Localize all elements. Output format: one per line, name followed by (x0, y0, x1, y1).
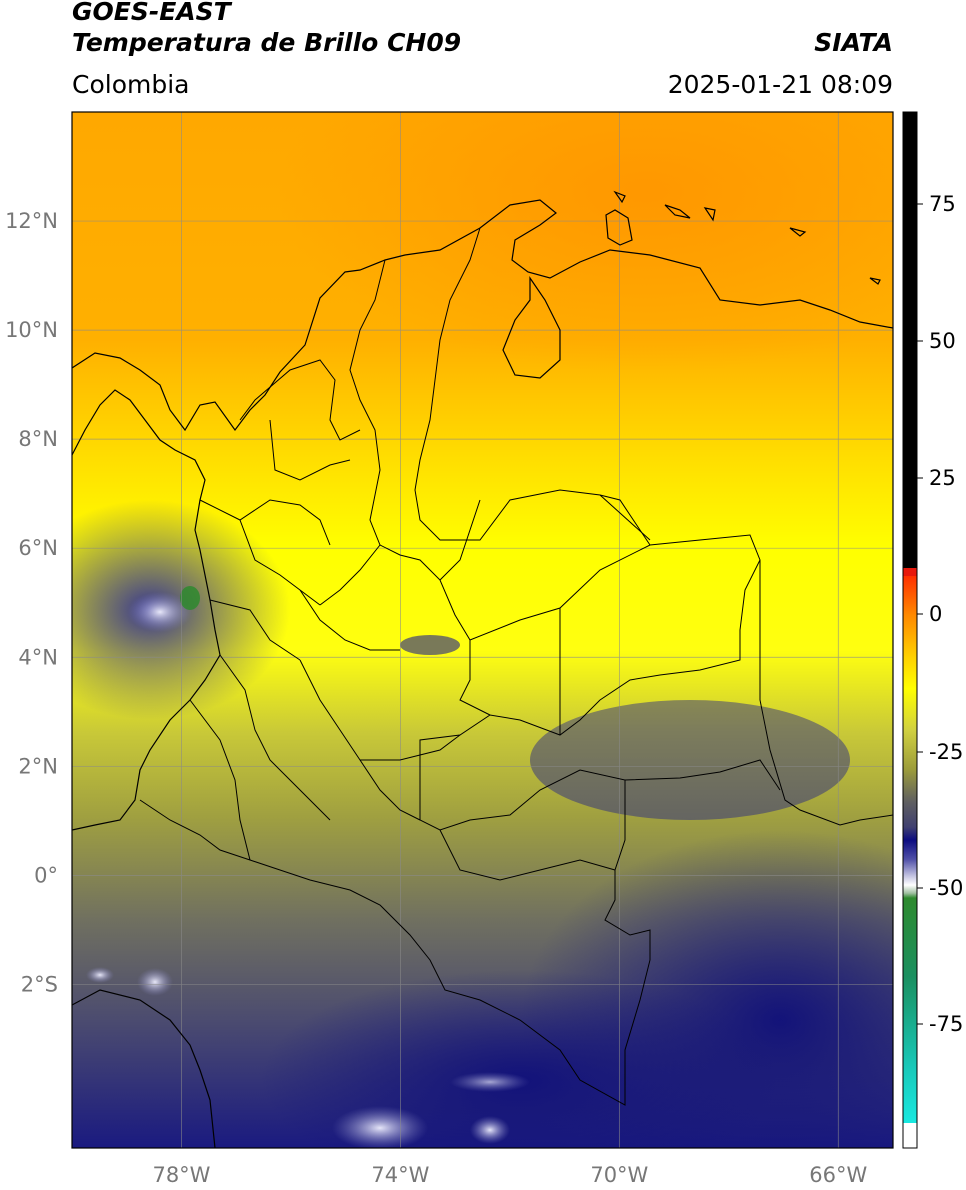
lat-tick-label: 2°S (21, 972, 58, 996)
lat-tick-label: 10°N (5, 318, 58, 342)
product-title: Temperatura de Brillo CH09 (72, 28, 462, 57)
colorbar-tick-label: 0 (929, 602, 942, 626)
colorbar-tick-label: 25 (929, 466, 956, 490)
lon-tick-label: 66°W (809, 1163, 867, 1187)
lat-tick-label: 2°N (18, 754, 58, 778)
region-label: Colombia (72, 70, 190, 99)
lat-tick-label: 4°N (18, 645, 58, 669)
colorbar-green-segment (903, 898, 917, 1123)
lon-tick-label: 74°W (371, 1163, 429, 1187)
colorbar-tick-label: -75 (929, 1012, 963, 1036)
lon-tick-label: 78°W (152, 1163, 210, 1187)
lat-tick-label: 8°N (18, 427, 58, 451)
map-gridlines (72, 112, 893, 1148)
colorbar-tick-label: -50 (929, 876, 963, 900)
admin-borders (139, 227, 893, 1106)
map-frame (71, 111, 894, 1149)
brightness-temperature-field (72, 112, 893, 1148)
longitude-labels: 78°W 74°W 70°W 66°W (152, 1163, 867, 1187)
latitude-labels: 12°N 10°N 8°N 6°N 4°N 2°N 0° 2°S (5, 209, 58, 996)
org-label: SIATA (814, 28, 893, 57)
lat-tick-label: 0° (34, 863, 58, 887)
coastlines (72, 190, 893, 1148)
colorbar-tick-label: -25 (929, 740, 963, 764)
colorbar-ticks: 75 50 25 0 -25 -50 -75 (917, 192, 963, 1036)
colorbar-black-segment (903, 112, 917, 568)
colorbar: 75 50 25 0 -25 -50 -75 (902, 111, 963, 1149)
lat-tick-label: 12°N (5, 209, 58, 233)
colorbar-tick-label: 50 (929, 329, 956, 353)
satellite-title: GOES-EAST (72, 0, 231, 26)
colorbar-red-segment (903, 568, 917, 576)
timestamp-label: 2025-01-21 08:09 (667, 70, 893, 99)
colorbar-main-segment (903, 576, 917, 898)
colorbar-tick-label: 75 (929, 192, 956, 216)
colorbar-white-segment (903, 1123, 917, 1148)
lat-tick-label: 6°N (18, 536, 58, 560)
lon-tick-label: 70°W (590, 1163, 648, 1187)
colorbar-frame (902, 111, 918, 1149)
